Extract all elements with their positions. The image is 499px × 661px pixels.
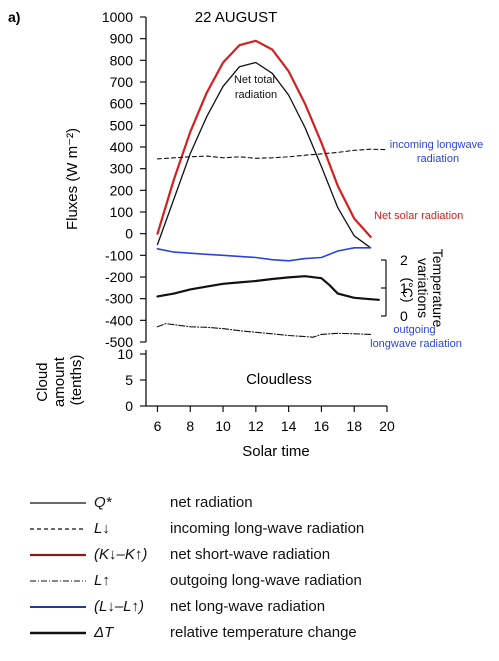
legend-symbol: Q* <box>94 494 112 511</box>
legend-line-dashed <box>30 528 86 530</box>
series-temp-change <box>156 275 380 301</box>
temp-tick-1: 1 <box>400 280 408 296</box>
legend-line-red <box>30 553 86 557</box>
y-tick-label: 300 <box>110 161 134 177</box>
chart-title: 22 AUGUST <box>195 9 278 26</box>
legend-line-blue <box>30 606 86 608</box>
legend-item-outgoing-longwave: L↑ outgoing long-wave radiation <box>28 570 488 596</box>
x-axis-label: Solar time <box>242 443 310 460</box>
temp-tick-2: 2 <box>400 252 408 268</box>
y-tick-label: -400 <box>105 312 133 328</box>
legend-symbol: L↓ <box>94 520 110 537</box>
y-tick-label: 100 <box>110 204 134 220</box>
legend-item-net-longwave: (L↓–L↑) net long-wave radiation <box>28 596 488 622</box>
legend-item-net-radiation: Q* net radiation <box>28 492 488 518</box>
temp-axis-label: Temperature variations (°C) <box>400 249 446 331</box>
legend-description: incoming long-wave radiation <box>170 520 365 537</box>
legend-item-net-shortwave: (K↓–K↑) net short-wave radiation <box>28 544 488 570</box>
figure: a) 22 AUGUST 100090080070060050040030020… <box>8 9 487 460</box>
legend-description: net long-wave radiation <box>170 598 326 615</box>
legend-symbol: (K↓–K↑) <box>94 546 148 563</box>
annotation-net-total: Net total radiation <box>234 74 278 101</box>
cloud-tick-5: 5 <box>125 372 133 388</box>
legend-symbol: ΔT <box>94 624 114 641</box>
series-net-total <box>156 61 372 249</box>
y-tick-label: 200 <box>110 182 134 198</box>
cloud-plot: 10 5 0 Cloud amount (tenths) Cloudless <box>34 346 312 414</box>
cloud-axis-label: Cloud amount (tenths) <box>34 353 85 407</box>
legend-line-solid <box>30 502 86 504</box>
y-tick-label: -200 <box>105 269 133 285</box>
legend-description: net short-wave radiation <box>170 546 331 563</box>
y-tick-label: 900 <box>110 31 134 47</box>
temp-tick-0: 0 <box>400 308 408 324</box>
x-tick-label: 10 <box>215 418 231 434</box>
series-net-lw <box>156 247 372 262</box>
legend-line-bold <box>30 631 86 635</box>
main-plot: 10009008007006005004003002001000-100-200… <box>64 9 388 350</box>
y-tick-label: -300 <box>105 291 133 307</box>
legend-symbol: L↑ <box>94 572 110 589</box>
annotation-incoming-longwave: incoming longwave radiation <box>390 139 487 165</box>
legend-item-temperature-change: ΔT relative temperature change <box>28 622 488 648</box>
y-axis-ticks: 10009008007006005004003002001000-100-200… <box>102 9 146 350</box>
legend-description: net radiation <box>170 494 253 511</box>
x-axis-ticks: 6 8 10 12 14 16 18 20 <box>154 406 395 434</box>
x-tick-label: 6 <box>154 418 162 434</box>
y-tick-label: 500 <box>110 117 134 133</box>
cloudless-label: Cloudless <box>246 371 312 388</box>
legend-line-dashdot <box>30 580 86 582</box>
series-outgoing-lw <box>156 323 372 338</box>
legend-item-incoming-longwave: L↓ incoming long-wave radiation <box>28 518 488 544</box>
legend-description: outgoing long-wave radiation <box>170 572 362 589</box>
y-tick-label: 400 <box>110 139 134 155</box>
y-tick-label: -100 <box>105 247 133 263</box>
panel-label: a) <box>8 9 20 25</box>
x-tick-label: 12 <box>248 418 264 434</box>
legend-symbol: (L↓–L↑) <box>94 598 145 615</box>
series-incoming-lw <box>156 148 388 160</box>
series-layer <box>156 39 388 338</box>
y-tick-label: 800 <box>110 52 134 68</box>
x-tick-label: 8 <box>186 418 194 434</box>
temperature-axis: 2 1 0 Temperature variations (°C) <box>381 249 446 331</box>
annotations: Net total radiation incoming longwave ra… <box>234 74 487 350</box>
y-tick-label: 1000 <box>102 9 133 25</box>
x-tick-label: 18 <box>346 418 362 434</box>
series-net-solar <box>156 39 372 238</box>
y-tick-label: -500 <box>105 334 133 350</box>
cloud-tick-10: 10 <box>117 346 133 362</box>
x-axis: 6 8 10 12 14 16 18 20 Solar time <box>146 405 395 460</box>
annotation-outgoing-longwave: outgoing longwave radiation <box>370 324 462 350</box>
annotation-net-solar: Net solar radiation <box>374 210 463 222</box>
x-tick-label: 16 <box>314 418 330 434</box>
legend-description: relative temperature change <box>170 624 357 641</box>
x-tick-label: 14 <box>281 418 297 434</box>
y-tick-label: 0 <box>125 226 133 242</box>
y-axis-label: Fluxes (W m⁻²) <box>64 128 81 230</box>
legend: Q* net radiation L↓ incoming long-wave r… <box>28 492 488 648</box>
y-tick-label: 700 <box>110 74 134 90</box>
x-tick-label: 20 <box>379 418 395 434</box>
cloud-tick-0: 0 <box>125 398 133 414</box>
y-tick-label: 600 <box>110 96 134 112</box>
